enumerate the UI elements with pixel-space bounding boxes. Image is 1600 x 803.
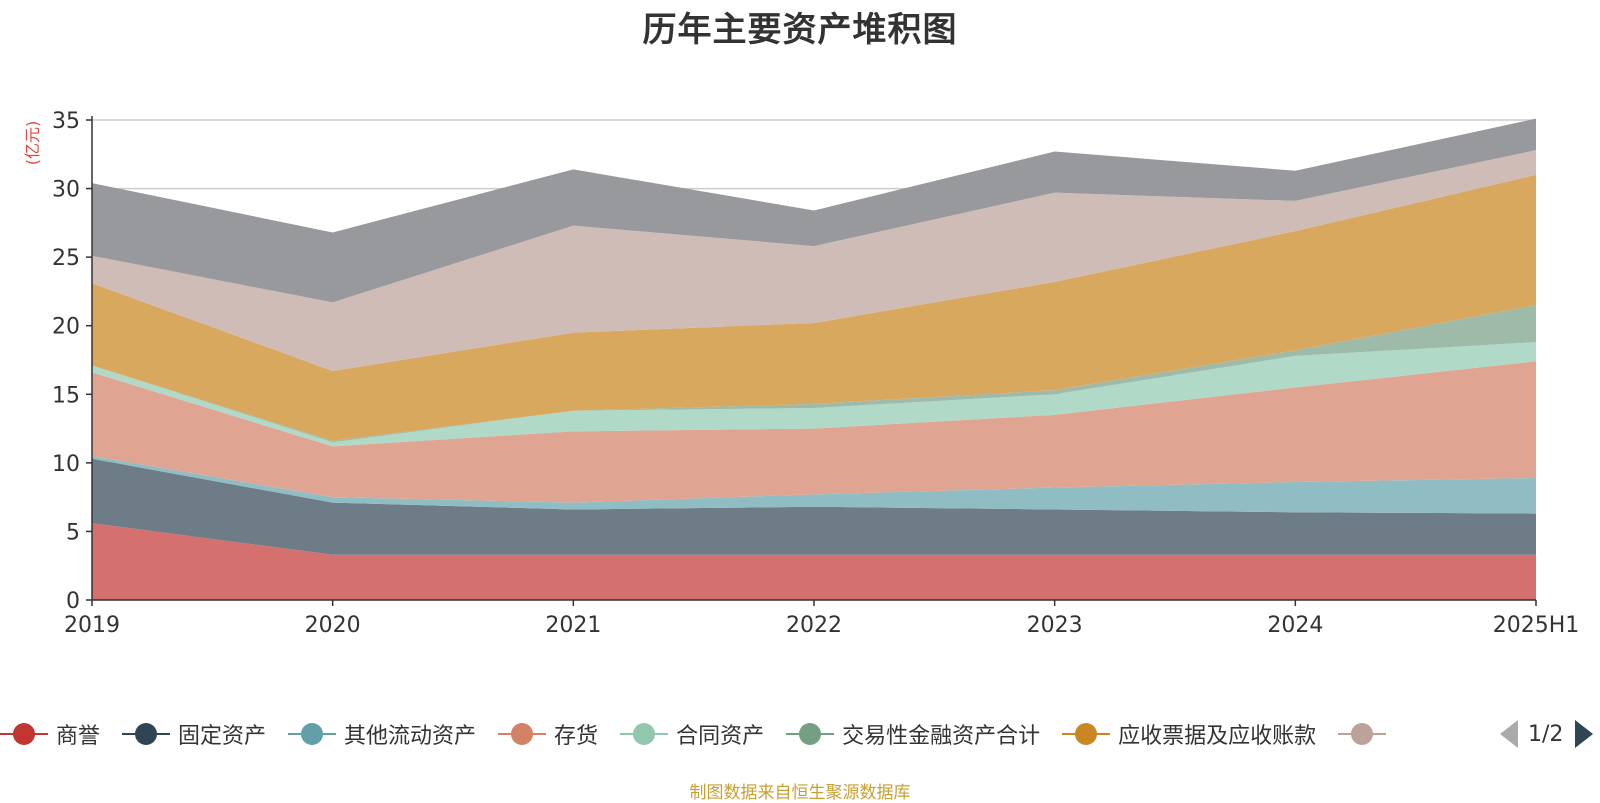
- legend-marker-icon: [122, 722, 171, 746]
- legend-item[interactable]: 合同资产: [620, 718, 764, 750]
- legend-marker-icon: [786, 722, 835, 746]
- legend-marker-dot: [633, 723, 656, 745]
- legend-item-label: 其他流动资产: [344, 724, 477, 749]
- area-series: [92, 118, 1536, 600]
- legend-marker-dot: [1075, 723, 1098, 745]
- legend-pager: 1/2: [1500, 716, 1600, 752]
- legend-item-label: 交易性金融资产合计: [842, 724, 1041, 749]
- legend-item[interactable]: 应收票据及应收账款: [1062, 718, 1316, 750]
- legend-item-label: 固定资产: [178, 724, 267, 749]
- x-tick-label: 2020: [305, 613, 361, 638]
- legend-marker-icon: [0, 722, 48, 746]
- area-series-0: [92, 523, 1536, 600]
- legend-next-page-icon[interactable]: [1575, 720, 1594, 748]
- legend-marker-icon: [1062, 722, 1111, 746]
- x-tick-label: 2025H1: [1493, 613, 1580, 638]
- legend-item[interactable]: 其他流动资产: [288, 718, 476, 750]
- legend-marker-dot: [13, 723, 35, 745]
- area-series-2: [92, 456, 1536, 514]
- legend: 商誉 固定资产 其他流动资产 存货 合同资产 交易性金融资产合计 应收票据及应收账款: [0, 716, 1600, 752]
- legend-marker-icon: [620, 722, 669, 746]
- legend-marker-icon: [498, 722, 547, 746]
- y-tick-label: 35: [52, 109, 80, 134]
- x-tick-label: 2024: [1267, 613, 1323, 638]
- area-series-4: [92, 342, 1536, 447]
- legend-prev-page-icon[interactable]: [1500, 720, 1518, 748]
- area-series-6: [92, 174, 1536, 441]
- legend-marker-dot: [135, 723, 158, 745]
- legend-marker-dot: [511, 723, 534, 745]
- y-tick-label: 25: [52, 246, 80, 271]
- x-tick-label: 2019: [64, 613, 120, 638]
- y-axis-unit-label: (亿元): [23, 121, 42, 166]
- legend-marker-dot: [1351, 723, 1374, 745]
- y-tick-label: 15: [52, 383, 80, 408]
- y-tick-label: 20: [52, 315, 80, 340]
- legend-marker-icon: [288, 722, 337, 746]
- area-series-8: [92, 118, 1536, 303]
- legend-page-indicator: 1/2: [1528, 721, 1564, 747]
- y-tick-label: 10: [52, 452, 80, 477]
- legend-item[interactable]: 交易性金融资产合计: [786, 718, 1040, 750]
- source-note: 制图数据来自恒生聚源数据库: [689, 783, 911, 803]
- legend-item-label: 商誉: [56, 724, 101, 749]
- axes: 0 5 10 15 20 25 30 35 2019 2020 2021 2022 2023 2024 20…: [52, 109, 1579, 638]
- legend-item[interactable]: 固定资产: [122, 718, 266, 750]
- area-series-7: [92, 150, 1536, 371]
- y-tick-label: 0: [66, 589, 80, 614]
- y-tick-label: 30: [52, 178, 80, 203]
- legend-item-label: 合同资产: [676, 724, 765, 749]
- x-tick-label: 2022: [786, 613, 842, 638]
- legend-marker-dot: [301, 723, 324, 745]
- area-series-3: [92, 361, 1536, 503]
- legend-item[interactable]: 存货: [498, 718, 598, 750]
- legend-item[interactable]: 商誉: [0, 718, 100, 750]
- chart-title: 历年主要资产堆积图: [642, 10, 958, 50]
- legend-item-label: 存货: [554, 724, 599, 749]
- y-tick-label: 5: [66, 520, 80, 545]
- legend-marker-icon: [1338, 722, 1387, 746]
- stacked-area-chart: 0 5 10 15 20 25 30 35 2019 2020 2021 2022 2023 2024 20…: [23, 109, 1579, 638]
- x-tick-label: 2023: [1027, 613, 1083, 638]
- legend-item-label: 应收票据及应收账款: [1118, 724, 1317, 749]
- legend-marker-dot: [799, 723, 822, 745]
- legend-item[interactable]: [1338, 722, 1394, 746]
- x-tick-label: 2021: [545, 613, 601, 638]
